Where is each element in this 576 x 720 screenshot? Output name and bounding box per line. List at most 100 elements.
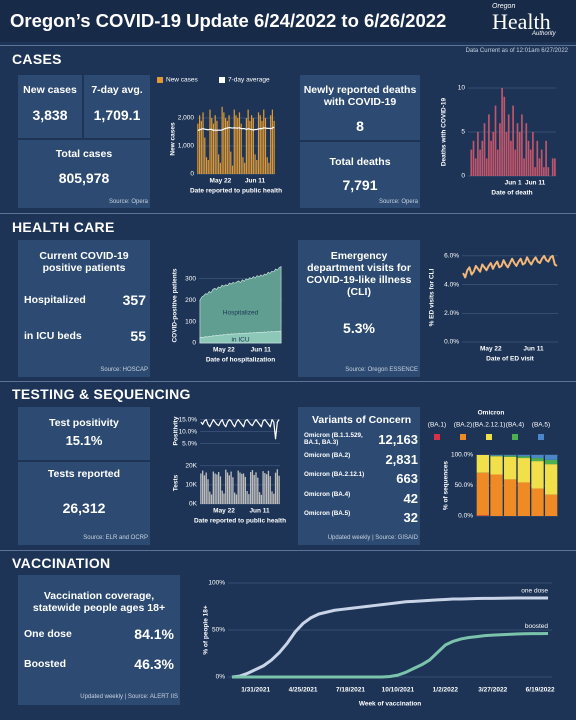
- section-rule: [0, 550, 576, 551]
- series-label: Hospitalized: [223, 310, 259, 317]
- bar: [266, 474, 268, 504]
- y-tick-label: 50%: [212, 627, 225, 634]
- kpi-label: Hospitalized: [24, 294, 86, 306]
- variant-name: Omicron (B.1.1.529, BA.1, BA.3): [304, 432, 363, 446]
- bar: [499, 123, 501, 176]
- bar: [266, 157, 268, 174]
- y-tick-label: 20K: [185, 463, 197, 470]
- line: [197, 126, 275, 132]
- bar: [521, 114, 523, 176]
- section-rule: [0, 381, 576, 382]
- x-axis-title: Week of vaccination: [359, 701, 421, 708]
- bar: [532, 132, 534, 176]
- kpi-value: 357: [122, 292, 146, 308]
- bar: [255, 472, 257, 504]
- x-tick-label: 7/18/2021: [336, 687, 365, 694]
- bar: [261, 120, 263, 174]
- kpi-label: Newly reported deaths with COVID-19: [303, 84, 417, 108]
- y-tick-label: 100%: [208, 580, 225, 587]
- bar: [251, 470, 254, 504]
- kpi-value: 84.1%: [134, 626, 174, 642]
- bar-segment: [476, 472, 489, 516]
- bar: [211, 118, 213, 174]
- legend-label: (BA.2): [454, 422, 472, 429]
- bar: [219, 476, 222, 504]
- bar: [488, 114, 490, 176]
- kpi-value: 5.3%: [343, 320, 375, 336]
- kpi-label: in ICU beds: [24, 330, 82, 342]
- kpi-label: Tests reported: [47, 468, 121, 480]
- y-tick-label: 5: [461, 129, 465, 136]
- legend-swatch: [512, 434, 518, 440]
- bar: [523, 158, 525, 176]
- bar: [258, 492, 261, 504]
- section-rule: [0, 213, 576, 214]
- bar: [242, 157, 244, 174]
- x-tick-label: Jun 11: [523, 346, 544, 353]
- bar: [518, 132, 521, 176]
- header-bar: [0, 0, 576, 42]
- bar: [479, 149, 481, 176]
- y-tick-label: 0.0%: [458, 513, 473, 520]
- x-tick-label: 3/27/2022: [478, 687, 507, 694]
- section-title: TESTING & SEQUENCING: [12, 386, 191, 402]
- bar: [212, 471, 214, 504]
- bar-segment: [490, 455, 503, 456]
- x-tick-label: Jun 11: [525, 180, 546, 187]
- section-title: VACCINATION: [12, 555, 111, 571]
- panel: [300, 75, 420, 140]
- legend-swatch: [538, 434, 544, 440]
- bar: [501, 88, 503, 176]
- bar: [269, 476, 271, 504]
- bar-segment: [504, 456, 517, 480]
- y-axis-title: % ED visits for CLI: [429, 268, 436, 326]
- bar: [268, 162, 270, 174]
- kpi-label: Total deaths: [329, 156, 391, 168]
- y-tick-label: 0K: [189, 501, 198, 508]
- bar: [264, 473, 266, 504]
- bar: [239, 472, 241, 504]
- bar: [250, 115, 253, 174]
- bar: [271, 109, 274, 174]
- series-label: boosted: [525, 623, 549, 630]
- y-axis-title: New cases: [170, 122, 177, 156]
- kpi-value: 805,978: [58, 170, 110, 186]
- chart-title: Omicron: [478, 410, 505, 417]
- bar: [516, 123, 519, 176]
- y-axis-title: % of people 18+: [203, 605, 210, 655]
- line: [231, 631, 549, 679]
- bar-segment: [504, 455, 517, 457]
- bar: [221, 490, 223, 504]
- bar: [512, 105, 514, 176]
- line: [231, 596, 549, 679]
- bar: [237, 118, 239, 174]
- kpi-label: Test positivity: [49, 417, 119, 429]
- bar-segment: [531, 458, 544, 462]
- bar-segment: [490, 455, 503, 457]
- x-tick-label: Jun 11: [245, 178, 266, 185]
- bar: [270, 115, 272, 174]
- area: [199, 265, 282, 344]
- y-axis-title: Tests: [173, 474, 180, 491]
- kpi-label: Total cases: [55, 148, 113, 160]
- bar: [276, 469, 278, 504]
- panel: [18, 407, 150, 460]
- bar: [263, 109, 265, 174]
- bar: [221, 106, 223, 174]
- logo-top: Oregon: [492, 3, 516, 10]
- bar: [267, 470, 270, 504]
- bar: [507, 114, 510, 176]
- legend-label: New cases: [166, 77, 199, 84]
- y-tick-label: 0: [192, 340, 196, 347]
- bar: [492, 132, 495, 176]
- source: Updated weekly | Source: GISAID: [327, 535, 418, 541]
- bar: [529, 149, 532, 176]
- kpi-value: 7,791: [342, 177, 378, 193]
- bar: [202, 112, 204, 174]
- variant-name: Omicron (BA.5): [304, 510, 351, 517]
- bar: [505, 132, 508, 176]
- logo-main: Health: [492, 9, 551, 34]
- bar: [247, 109, 249, 174]
- bar: [470, 149, 473, 176]
- x-tick-label: Jun 11: [251, 347, 272, 354]
